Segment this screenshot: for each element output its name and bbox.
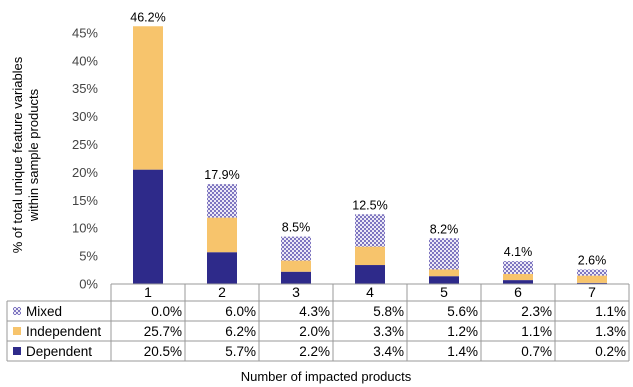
y-axis-label-line-2: within sample products: [26, 88, 41, 222]
table-cell: 1.3%: [595, 324, 626, 339]
table-cell: 3.4%: [373, 344, 404, 359]
y-axis-label-line-1: % of total unique feature variables: [10, 56, 25, 253]
total-label-5: 8.2%: [430, 222, 459, 236]
table-cell: 2.0%: [299, 324, 330, 339]
table-cell: 5.6%: [447, 304, 478, 319]
x-tick-label: 7: [588, 284, 596, 300]
legend-label-dependent: Dependent: [26, 344, 92, 359]
bar-dependent-7: [577, 282, 607, 284]
x-tick-label: 6: [514, 284, 522, 300]
total-label-7: 2.6%: [578, 253, 607, 267]
legend-label-independent: Independent: [26, 324, 101, 339]
table-cell: 2.3%: [521, 304, 552, 319]
bar-dependent-1: [133, 169, 163, 284]
x-tick-label: 4: [366, 284, 374, 300]
bar-independent-4: [355, 246, 385, 266]
bar-dependent-5: [429, 276, 459, 284]
bars: [133, 26, 607, 284]
table-cell: 3.3%: [373, 324, 404, 339]
data-table: 1 2 3 4 5 6 7 Mixed 0.0% 6.0% 4.3% 5.8% 5.6% 2.3% 1.1%…: [6, 283, 630, 362]
total-label-1: 46.2%: [130, 10, 165, 24]
bar-mixed-4: [355, 214, 385, 247]
y-tick-label: 40%: [72, 53, 98, 68]
bar-dependent-6: [503, 280, 533, 284]
y-tick-label: 15%: [72, 193, 98, 208]
legend-swatch-independent: [13, 327, 21, 335]
total-label-6: 4.1%: [504, 245, 533, 259]
table-cell: 5.7%: [225, 344, 256, 359]
table-cell: 5.8%: [373, 304, 404, 319]
y-tick-label: 5%: [79, 249, 98, 264]
y-tick-label: 0%: [79, 277, 98, 292]
bar-mixed-2: [207, 184, 237, 218]
bar-mixed-7: [577, 269, 607, 276]
x-tick-label: 3: [292, 284, 300, 300]
table-cell: 20.5%: [144, 344, 182, 359]
y-axis-ticks: 0% 5% 10% 15% 20% 25% 30% 35% 40% 45%: [72, 25, 98, 291]
bar-mixed-3: [281, 236, 311, 261]
bar-mixed-6: [503, 261, 533, 274]
table-cell: 25.7%: [144, 324, 182, 339]
bar-dependent-4: [355, 265, 385, 284]
y-tick-label: 25%: [72, 137, 98, 152]
total-label-3: 8.5%: [282, 221, 311, 235]
legend-swatch-dependent: [13, 347, 21, 355]
bar-mixed-5: [429, 238, 459, 270]
total-label-2: 17.9%: [204, 168, 239, 182]
x-tick-label: 1: [144, 284, 152, 300]
table-cell: 0.0%: [151, 304, 182, 319]
legend-swatch-mixed: [13, 307, 21, 315]
legend-label-mixed: Mixed: [26, 304, 62, 319]
bar-independent-3: [281, 260, 311, 272]
x-tick-label: 2: [218, 284, 226, 300]
table-cell: 1.2%: [447, 324, 478, 339]
y-tick-label: 45%: [72, 25, 98, 40]
table-cell: 1.4%: [447, 344, 478, 359]
bar-independent-2: [207, 217, 237, 253]
bar-dependent-2: [207, 252, 237, 284]
bar-independent-7: [577, 275, 607, 283]
y-tick-label: 30%: [72, 109, 98, 124]
table-cell: 6.2%: [225, 324, 256, 339]
bar-dependent-3: [281, 271, 311, 284]
y-tick-label: 10%: [72, 221, 98, 236]
table-cell: 1.1%: [521, 324, 552, 339]
bar-independent-5: [429, 269, 459, 277]
table-cell: 2.2%: [299, 344, 330, 359]
bar-independent-1: [133, 26, 163, 170]
table-cell: 4.3%: [299, 304, 330, 319]
x-axis-label: Number of impacted products: [241, 369, 412, 384]
x-tick-label: 5: [440, 284, 448, 300]
table-cell: 0.7%: [521, 344, 552, 359]
y-tick-label: 20%: [72, 165, 98, 180]
table-cell: 6.0%: [225, 304, 256, 319]
table-cell: 0.2%: [595, 344, 626, 359]
table-cell: 1.1%: [595, 304, 626, 319]
bar-independent-6: [503, 273, 533, 281]
total-label-4: 12.5%: [352, 198, 387, 212]
total-labels: 46.2% 17.9% 8.5% 12.5% 8.2% 4.1% 2.6%: [130, 10, 606, 267]
y-tick-label: 35%: [72, 81, 98, 96]
